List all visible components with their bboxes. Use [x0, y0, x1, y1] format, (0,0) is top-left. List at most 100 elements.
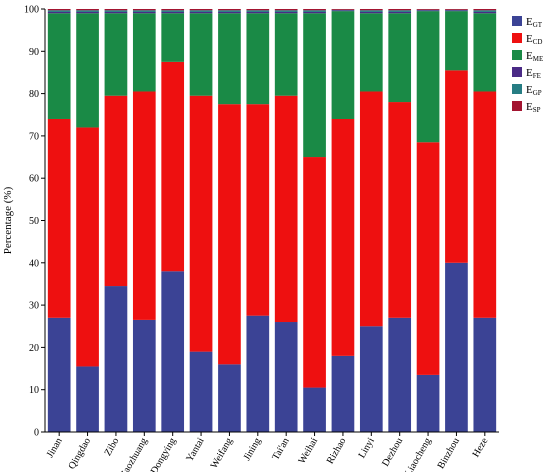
bar-segment-cd — [274, 95, 298, 323]
legend-swatch-me — [512, 50, 522, 60]
legend-label-sp: ESP — [526, 101, 541, 114]
bar-segment-sp — [189, 9, 213, 11]
bar-segment-gp — [218, 10, 241, 12]
bar-segment-me — [445, 11, 468, 71]
bar-segment-cd — [388, 102, 412, 318]
y-tick-label: 90 — [29, 47, 39, 58]
y-tick-label: 70 — [29, 131, 39, 142]
bar-segment-gp — [132, 10, 156, 12]
bar-segment-sp — [445, 9, 468, 10]
y-tick-label: 10 — [29, 385, 39, 396]
bar-segment-cd — [359, 91, 383, 327]
bar-segment-cd — [473, 91, 497, 318]
legend-swatch-sp — [512, 101, 522, 111]
bar-segment-sp — [473, 9, 497, 11]
x-tick-label: Liaocheng — [403, 436, 434, 472]
bar-segment-cd — [246, 104, 270, 316]
bar-segment-cd — [331, 118, 355, 356]
bar-segment-gt — [246, 315, 270, 432]
bar-segment-me — [104, 13, 128, 96]
x-tick-label: Dezhou — [380, 436, 405, 468]
legend-label-fe: EFE — [526, 67, 541, 80]
bar-segment-cd — [218, 104, 241, 365]
bar-segment-gt — [274, 322, 298, 432]
bar-segment-me — [331, 11, 355, 119]
y-tick-label: 20 — [29, 343, 39, 354]
bar-segment-fe — [132, 11, 156, 14]
bar-segment-me — [76, 13, 99, 128]
bar-segment-gt — [132, 319, 156, 432]
bar-segment-fe — [104, 11, 128, 14]
x-tick-label: Jining — [242, 436, 264, 463]
bar-segment-fe — [274, 11, 298, 14]
bar-segment-cd — [303, 157, 326, 388]
bar-segment-sp — [218, 9, 241, 11]
bar-segment-gp — [161, 10, 185, 12]
x-tick-label: Dongying — [149, 436, 179, 472]
bar-segment-gt — [303, 387, 326, 432]
bar-segment-me — [246, 13, 270, 105]
bar-segment-fe — [76, 11, 99, 14]
y-axis-title: Percentage (%) — [2, 186, 14, 254]
bar-segment-gp — [246, 10, 270, 12]
bar-segment-sp — [359, 9, 383, 11]
y-tick-label: 40 — [29, 258, 39, 269]
bar-segment-me — [132, 13, 156, 92]
y-tick-label: 50 — [29, 216, 39, 227]
x-tick-label: Rizhao — [325, 436, 349, 466]
bar-segment-gp — [473, 10, 497, 12]
bar-segment-me — [218, 13, 241, 105]
legend-swatch-cd — [512, 33, 522, 43]
x-tick-label: Yantai — [184, 436, 206, 464]
bar-segment-gp — [47, 10, 71, 12]
bar-segment-cd — [445, 70, 468, 263]
bar-segment-gp — [303, 10, 326, 12]
bar-segment-gp — [274, 10, 298, 12]
bar-segment-me — [189, 13, 213, 96]
bar-segment-gt — [416, 374, 440, 432]
bar-segment-gt — [76, 366, 99, 432]
bar-segment-fe — [473, 11, 497, 14]
x-tick-label: Jinan — [45, 436, 65, 460]
legend-label-cd: ECD — [526, 33, 542, 46]
bar-segment-fe — [189, 11, 213, 14]
bar-segment-me — [274, 13, 298, 96]
bar-segment-gp — [359, 10, 383, 12]
bar-segment-gt — [218, 364, 241, 432]
legend-label-me: EME — [526, 50, 543, 63]
bar-segment-cd — [161, 61, 185, 272]
x-tick-label: Weifang — [209, 436, 235, 471]
legend: EGT ECD EME EFE EGP ESP — [512, 16, 543, 114]
bar-segment-sp — [331, 9, 355, 10]
bar-segment-gt — [445, 262, 468, 432]
y-tick-label: 100 — [24, 5, 39, 16]
bar-segment-gt — [473, 317, 497, 432]
bar-segment-sp — [132, 9, 156, 11]
y-tick-label: 80 — [29, 89, 39, 100]
x-tick-label: Qingdao — [66, 436, 93, 471]
bars-group — [47, 9, 497, 432]
bar-segment-cd — [189, 95, 213, 352]
x-tick-label: Weihai — [297, 436, 321, 466]
legend-label-gp: EGP — [526, 84, 542, 97]
bar-segment-fe — [416, 10, 440, 12]
bar-segment-gt — [189, 351, 213, 432]
bar-segment-gt — [47, 317, 71, 432]
bar-segment-me — [359, 13, 383, 92]
bar-segment-gp — [76, 10, 99, 12]
bar-segment-fe — [218, 11, 241, 14]
legend-swatch-fe — [512, 67, 522, 77]
bar-segment-sp — [416, 9, 440, 10]
bar-segment-gt — [388, 317, 412, 432]
bar-segment-sp — [161, 9, 185, 11]
bar-segment-gt — [104, 286, 128, 432]
bar-segment-me — [47, 13, 71, 119]
bar-segment-sp — [47, 9, 71, 11]
bar-segment-gp — [104, 10, 128, 12]
bar-segment-me — [388, 13, 412, 103]
bar-segment-gp — [388, 10, 412, 12]
bar-segment-gt — [161, 271, 185, 432]
bar-segment-me — [473, 13, 497, 92]
bar-segment-sp — [76, 9, 99, 11]
